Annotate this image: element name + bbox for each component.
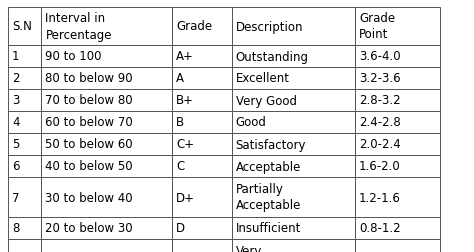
Bar [231, 90, 355, 112]
Text: 50 to below 60: 50 to below 60 [46, 138, 133, 151]
Bar [41, 46, 172, 68]
Bar [172, 68, 231, 90]
Text: Satisfactory: Satisfactory [236, 138, 306, 151]
Bar [231, 68, 355, 90]
Bar [172, 217, 231, 239]
Text: 1.6-2.0: 1.6-2.0 [359, 160, 401, 173]
Bar [8, 8, 41, 46]
Text: Excellent: Excellent [236, 72, 290, 85]
Text: 4: 4 [12, 116, 19, 129]
Text: 90 to 100: 90 to 100 [46, 50, 102, 63]
Bar [231, 239, 355, 252]
Text: Grade: Grade [176, 20, 212, 33]
Text: C: C [176, 160, 184, 173]
Bar [8, 112, 41, 134]
Bar [355, 239, 440, 252]
Bar [172, 90, 231, 112]
Bar [355, 68, 440, 90]
Text: Partially
Acceptable: Partially Acceptable [236, 183, 301, 212]
Bar [172, 155, 231, 177]
Text: Description: Description [236, 20, 303, 33]
Text: Outstanding: Outstanding [236, 50, 309, 63]
Bar [41, 68, 172, 90]
Text: Interval in
Percentage: Interval in Percentage [46, 12, 112, 41]
Bar [172, 177, 231, 217]
Bar [355, 177, 440, 217]
Bar [172, 8, 231, 46]
Text: B+: B+ [176, 94, 194, 107]
Bar [8, 90, 41, 112]
Bar [8, 155, 41, 177]
Text: D: D [176, 222, 185, 235]
Bar [41, 239, 172, 252]
Text: 1: 1 [12, 50, 19, 63]
Text: 3: 3 [12, 94, 19, 107]
Text: 2.4-2.8: 2.4-2.8 [359, 116, 401, 129]
Bar [41, 90, 172, 112]
Text: 0.8-1.2: 0.8-1.2 [359, 222, 401, 235]
Bar [8, 217, 41, 239]
Bar [231, 134, 355, 155]
Bar [41, 155, 172, 177]
Text: 2: 2 [12, 72, 19, 85]
Bar [8, 177, 41, 217]
Bar [172, 239, 231, 252]
Text: 3.6-4.0: 3.6-4.0 [359, 50, 401, 63]
Bar [231, 46, 355, 68]
Text: Grade
Point: Grade Point [359, 12, 395, 41]
Bar [8, 68, 41, 90]
Text: S.N: S.N [12, 20, 32, 33]
Bar [231, 177, 355, 217]
Bar [355, 8, 440, 46]
Text: 1.2-1.6: 1.2-1.6 [359, 191, 401, 204]
Bar [8, 134, 41, 155]
Text: 60 to below 70: 60 to below 70 [46, 116, 133, 129]
Text: B: B [176, 116, 184, 129]
Bar [41, 134, 172, 155]
Text: D+: D+ [176, 191, 195, 204]
Text: 80 to below 90: 80 to below 90 [46, 72, 133, 85]
Text: Good: Good [236, 116, 266, 129]
Bar [41, 177, 172, 217]
Text: 7: 7 [12, 191, 19, 204]
Text: Acceptable: Acceptable [236, 160, 301, 173]
Bar [41, 112, 172, 134]
Bar [172, 112, 231, 134]
Bar [355, 155, 440, 177]
Bar [355, 112, 440, 134]
Text: Very
Insufficient: Very Insufficient [236, 244, 301, 252]
Text: 40 to below 50: 40 to below 50 [46, 160, 133, 173]
Text: 2.8-3.2: 2.8-3.2 [359, 94, 401, 107]
Bar [231, 112, 355, 134]
Bar [355, 46, 440, 68]
Bar [8, 46, 41, 68]
Bar [355, 217, 440, 239]
Bar [231, 155, 355, 177]
Text: 2.0-2.4: 2.0-2.4 [359, 138, 401, 151]
Text: 20 to below 30: 20 to below 30 [46, 222, 133, 235]
Bar [172, 134, 231, 155]
Text: 5: 5 [12, 138, 19, 151]
Text: 3.2-3.6: 3.2-3.6 [359, 72, 401, 85]
Bar [355, 134, 440, 155]
Bar [172, 46, 231, 68]
Text: 8: 8 [12, 222, 19, 235]
Text: A: A [176, 72, 184, 85]
Bar [8, 239, 41, 252]
Text: Very Good: Very Good [236, 94, 297, 107]
Bar [231, 217, 355, 239]
Text: 70 to below 80: 70 to below 80 [46, 94, 133, 107]
Text: A+: A+ [176, 50, 194, 63]
Bar [231, 8, 355, 46]
Text: 6: 6 [12, 160, 19, 173]
Text: 30 to below 40: 30 to below 40 [46, 191, 133, 204]
Bar [41, 8, 172, 46]
Text: Insufficient: Insufficient [236, 222, 301, 235]
Bar [41, 217, 172, 239]
Text: C+: C+ [176, 138, 194, 151]
Bar [355, 90, 440, 112]
